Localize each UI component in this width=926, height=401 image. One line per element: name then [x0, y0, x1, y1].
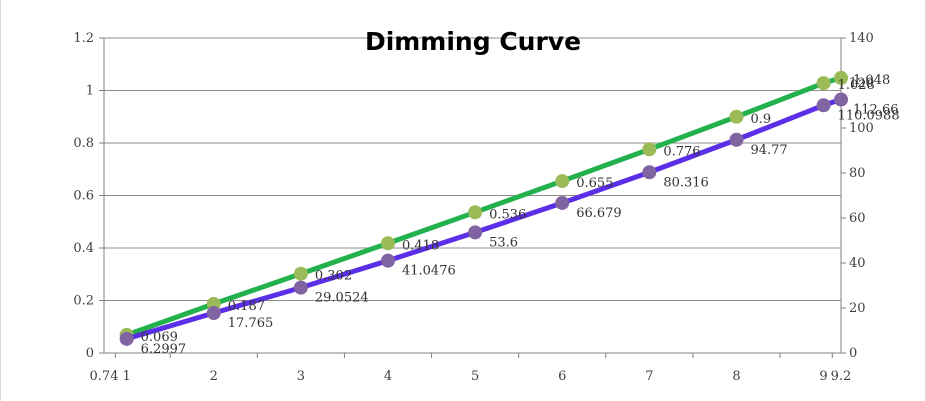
y-left-tick-label: 0.6	[73, 189, 94, 204]
data-label: 0.302	[315, 269, 352, 284]
data-label: 0.187	[228, 299, 265, 314]
y-right-tick-label: 40	[849, 256, 866, 271]
data-point	[816, 98, 831, 113]
y-right-tick-label: 80	[849, 166, 866, 181]
data-label: 0.655	[576, 176, 613, 191]
x-tick-label: 5	[471, 369, 479, 384]
x-tick-label: 9	[819, 369, 827, 384]
y-right-tick-label: 120	[849, 76, 874, 91]
y-left-tick-label: 0	[86, 346, 94, 361]
data-point	[380, 253, 395, 268]
y-left-tick-label: 0.2	[73, 294, 94, 309]
data-label: 94.77	[750, 143, 787, 158]
series-line-2	[125, 97, 842, 342]
data-label: 29.0524	[315, 291, 369, 306]
x-tick-label: 3	[297, 369, 305, 384]
data-label: 53.6	[489, 235, 518, 250]
y-left-tick-label: 0.4	[73, 241, 94, 256]
data-label: 41.0476	[402, 264, 456, 279]
y-left-tick-label: 1.2	[73, 31, 94, 46]
data-point	[119, 331, 134, 346]
data-label: 112.66	[853, 103, 899, 118]
axes: 0 0.2 0.4 0.6 0.8 1 1.2 0 20 40 60 80 100 120 140 0.74 1…	[73, 31, 874, 384]
data-point	[729, 109, 744, 124]
data-label: 1.028	[838, 78, 875, 93]
data-label: 1.048	[853, 73, 890, 88]
data-labels: 0.069 0.187 0.302 0.418 0.536 0.655 0.776 0.9 1.…	[141, 73, 900, 357]
data-label: 80.316	[663, 175, 709, 190]
data-label: 6.2997	[141, 342, 187, 357]
data-label: 0.9	[750, 112, 771, 127]
data-label: 0.536	[489, 207, 526, 222]
y-right-tick-label: 0	[849, 346, 857, 361]
data-point	[555, 195, 570, 210]
data-point	[816, 76, 831, 91]
data-point	[555, 174, 570, 189]
x-tick-label: 4	[384, 369, 392, 384]
x-tick-label: 1	[123, 369, 131, 384]
x-tick-label: 2	[210, 369, 218, 384]
data-point	[468, 225, 483, 240]
y-left-tick-label: 0.8	[73, 136, 94, 151]
x-tick-label: 6	[558, 369, 566, 384]
x-tick-label: 7	[645, 369, 653, 384]
data-label: 0.418	[402, 238, 439, 253]
y-right-tick-label: 100	[849, 121, 874, 136]
data-point	[293, 266, 308, 281]
y-right-tick-label: 60	[849, 211, 866, 226]
data-point	[380, 236, 395, 251]
x-tick-label: 9.2	[831, 369, 852, 384]
y-left-tick-label: 1	[86, 84, 94, 99]
data-point	[642, 142, 657, 157]
data-point	[468, 205, 483, 220]
data-label: 0.776	[663, 144, 700, 159]
data-point	[834, 70, 848, 85]
x-tick-label: 0.74	[90, 369, 119, 384]
data-label: 0.069	[141, 330, 178, 345]
x-tick-label: 8	[732, 369, 740, 384]
y-right-tick-label: 20	[849, 301, 866, 316]
data-point	[729, 132, 744, 147]
data-point	[206, 306, 221, 321]
data-point	[642, 165, 657, 180]
data-point	[834, 92, 848, 107]
series-line-1	[125, 75, 842, 338]
data-label: 110.0988	[838, 108, 900, 123]
data-label: 17.765	[228, 316, 274, 331]
data-point	[293, 280, 308, 295]
y-right-tick-label: 140	[849, 31, 874, 46]
data-label: 66.679	[576, 206, 622, 221]
chart-title: Dimming Curve	[365, 27, 581, 56]
series	[119, 70, 848, 346]
